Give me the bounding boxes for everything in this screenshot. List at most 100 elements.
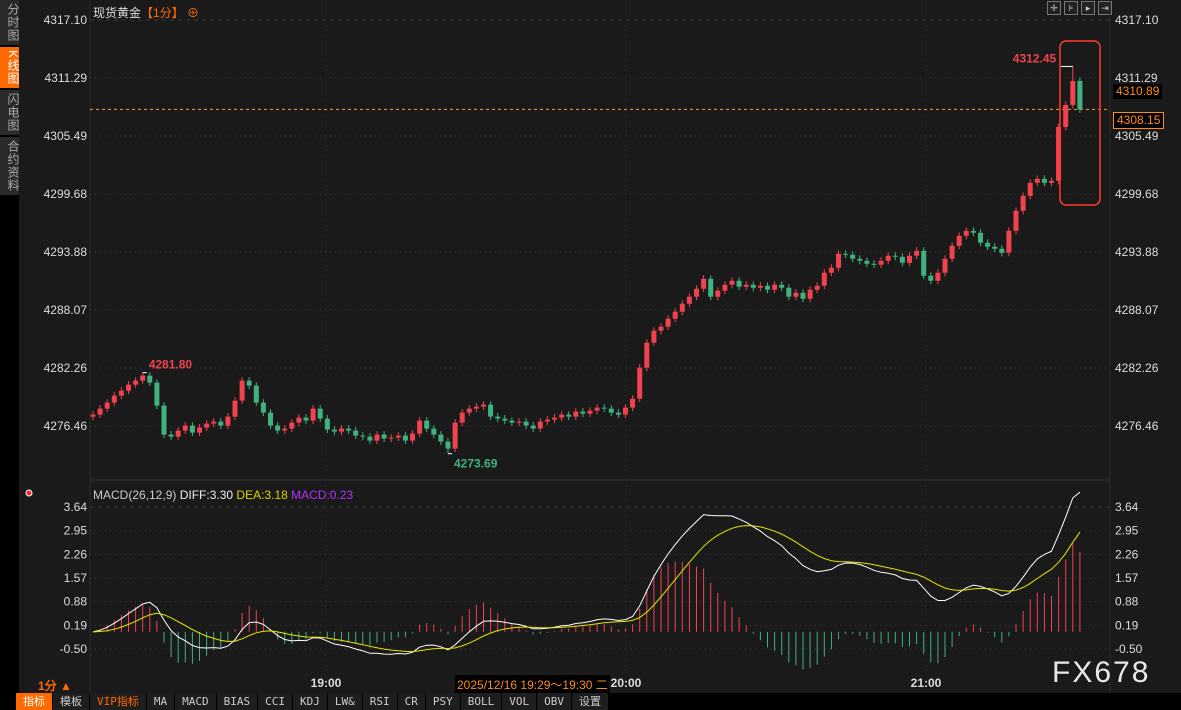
toolbar-button[interactable]: OBV [537,693,571,710]
candle-body [111,395,117,403]
y-tick-label-right: 4299.68 [1115,187,1159,201]
candle-body [161,405,167,435]
candle-body [722,284,728,291]
candle-body [1020,195,1026,211]
candle-body [445,441,451,449]
toolbar-button[interactable]: BOLL [460,693,502,710]
candle-body [232,400,238,417]
chart-canvas[interactable]: 4317.10 4317.10 4311.29 4311.29 4305.49 4305.… [0,0,1181,693]
candle-body [814,285,820,290]
candle-body [956,235,962,246]
toolbar-button[interactable]: VOL [502,693,537,710]
toolbar-button[interactable]: CCI [258,693,292,710]
candle-body [488,404,494,417]
diff-line [92,491,1081,655]
candle-body [1056,126,1062,181]
period-selector[interactable]: 1分 ▲ [38,679,72,693]
candle-body [708,278,714,297]
candle-body [793,292,799,297]
candle-body [331,429,337,432]
candle-body [843,253,849,255]
macd-settings-icon[interactable] [25,489,33,497]
candle-body [310,408,316,421]
macd-tick-label: -0.50 [60,642,88,656]
candle-body [978,232,983,243]
candle-body [1049,180,1054,183]
candle-body [644,342,650,368]
candle-body [175,430,181,437]
play-icon[interactable]: ▸ [1081,1,1095,15]
toolbar-button[interactable]: 设置 [572,693,608,710]
toolbar-button[interactable]: MACD [175,693,216,710]
toolbar-button[interactable]: PSY [425,693,460,710]
candle-body [601,407,607,409]
candle-body [757,285,763,288]
candle-body [544,419,550,422]
toolbar-button[interactable]: VIP指标 [90,693,146,710]
sidebar-tab[interactable]: 分时图 [0,0,20,45]
toolbar-button[interactable]: CR [397,693,425,710]
toolbar-button[interactable]: RSI [362,693,397,710]
candle-body [268,412,273,426]
candle-body [289,422,295,429]
macd-tick-label-right: 2.26 [1115,547,1139,561]
candle-body [431,428,437,435]
candle-body [552,417,557,420]
candle-body [481,404,486,407]
toolbar-button[interactable]: KDJ [293,693,327,710]
toolbar-button[interactable]: MA [146,693,175,710]
macd-tick-label-right: 1.57 [1115,571,1139,585]
sidebar-tab[interactable]: 合约资料 [0,137,20,196]
sidebar: 分时图 K线图 闪电图 合约资料 [0,0,20,693]
candle-body [516,421,522,423]
candle-body [253,385,259,403]
candle-body [828,267,834,273]
candle-body [353,430,359,436]
candle-body [864,260,870,264]
high-price-box: 4310.89 [1113,84,1163,99]
candle-body [317,408,323,419]
sidebar-tab[interactable]: K线图 [0,47,20,89]
toolbar-button[interactable]: BIAS [216,693,258,710]
period-label[interactable]: 【1分】 [141,6,184,20]
candle-body [502,418,508,421]
candle-body [1034,178,1040,183]
candle-body [942,258,948,273]
toolbar-button[interactable]: 指标 [16,693,52,710]
candle-body [892,255,898,257]
sidebar-tab[interactable]: 闪电图 [0,90,20,136]
y-tick-label: 4305.49 [44,129,88,143]
y-tick-label-right: 4293.88 [1115,245,1159,259]
toolbar-button[interactable]: 模板 [53,693,89,710]
candle-body [118,390,124,396]
candle-body [871,263,877,265]
target-icon[interactable]: ⊕ [183,6,200,20]
candle-body [885,255,891,261]
candle-body [225,416,231,426]
candle-body [473,406,479,409]
candle-body [246,380,252,386]
instrument-name: 现货黄金 [93,6,142,20]
candle-body [296,417,302,423]
candle-body [999,248,1005,253]
candle-body [452,422,458,449]
macd-tick-label: 0.19 [64,618,88,632]
candle-body [1063,104,1069,127]
x-tick-label: 19:00 [311,676,342,690]
candle-body [168,434,174,437]
extreme-label: 4281.80 [149,358,193,372]
toolbar-button[interactable]: LW& [327,693,362,710]
jump-end-icon[interactable]: ⇥ [1098,1,1112,15]
crosshair-icon[interactable]: ✛ [1047,1,1061,15]
candle-body [921,250,927,276]
candle-body [750,284,756,288]
candle-body [324,418,330,430]
macd-diff: DIFF:3.30 [179,488,234,502]
candle-body [275,425,281,431]
watermark-logo: FX678 [1052,656,1151,689]
candle-body [686,296,692,304]
macd-tick-label-right: -0.50 [1115,642,1143,656]
zoom-fit-icon[interactable]: ⊧ [1064,1,1078,15]
candle-body [402,435,408,441]
candle-body [658,326,664,331]
